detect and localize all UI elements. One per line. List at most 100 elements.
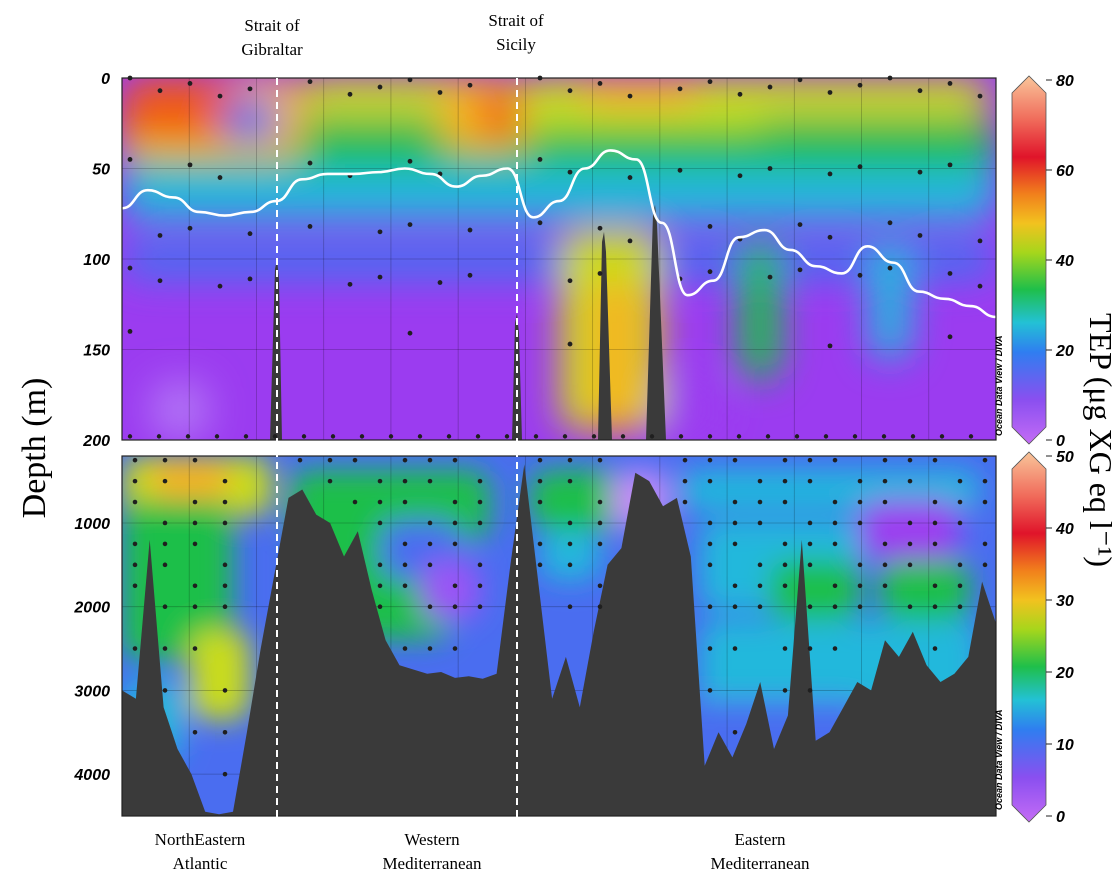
sample-dot	[192, 520, 198, 526]
sample-dot	[907, 604, 913, 609]
lower-y-tick-label: 4000	[73, 767, 110, 784]
sample-dot	[782, 562, 788, 568]
colorbar-tick-label: 0	[1056, 433, 1065, 450]
sample-dot	[427, 646, 433, 651]
sample-dot	[939, 434, 945, 439]
sample-dot	[857, 604, 863, 609]
sample-dot	[307, 224, 313, 229]
sample-dot	[732, 583, 738, 589]
sample-dot	[597, 271, 603, 276]
sample-dot	[162, 478, 168, 484]
upper-field-blob-15	[220, 100, 280, 140]
sample-dot	[807, 688, 813, 693]
sample-dot	[757, 583, 763, 589]
sample-dot	[852, 434, 858, 439]
colorbar-tick-label: 20	[1055, 665, 1074, 682]
sample-dot	[767, 84, 773, 90]
sample-dot	[597, 520, 603, 526]
lower-y-tick-label: 3000	[74, 683, 110, 700]
sample-dot	[567, 604, 573, 609]
lower-colorbar: 0 10 20 30 40 50	[1011, 449, 1074, 826]
region-label-western-line2: Mediterranean	[382, 854, 482, 873]
sample-dot	[757, 604, 763, 609]
sample-dot	[649, 434, 655, 439]
sample-dot	[504, 434, 510, 439]
sample-dot	[767, 274, 773, 280]
sample-dot	[127, 434, 133, 439]
sample-dot	[222, 688, 228, 693]
sample-dot	[907, 562, 913, 568]
sample-dot	[857, 82, 863, 88]
strait-label-sicily-line2: Sicily	[496, 35, 536, 54]
sample-dot	[782, 499, 788, 505]
sample-dot	[388, 434, 394, 439]
lower-frame	[121, 455, 997, 817]
sample-dot	[222, 562, 228, 568]
strait-label-gibraltar-line2: Gibraltar	[241, 40, 303, 59]
sample-dot	[627, 93, 633, 99]
lower-field-blob-15	[860, 500, 960, 560]
sample-dot	[827, 90, 833, 95]
sample-dot	[597, 583, 603, 589]
sample-dot	[427, 478, 433, 484]
lower-sample-points	[132, 457, 988, 777]
sample-dot	[187, 162, 193, 168]
sample-dot	[982, 541, 988, 547]
sample-dot	[597, 457, 603, 463]
sample-dot	[882, 457, 888, 463]
sample-dot	[857, 272, 863, 278]
sample-dot	[475, 434, 481, 439]
sample-dot	[192, 646, 198, 651]
upper-field-blob-7	[480, 90, 520, 140]
sample-dot	[467, 272, 473, 278]
sample-dot	[597, 81, 603, 86]
sample-dot	[377, 583, 383, 589]
sample-dot	[452, 583, 458, 589]
sample-dot	[217, 283, 223, 289]
upper-field-blob-13	[740, 240, 780, 380]
sample-dot	[162, 541, 168, 547]
sample-dot	[359, 434, 365, 439]
sample-dot	[757, 499, 763, 505]
sample-dot	[222, 583, 228, 589]
sample-dot	[477, 520, 483, 526]
sample-dot	[707, 434, 713, 439]
sample-dot	[247, 86, 253, 92]
sample-dot	[427, 541, 433, 547]
sample-dot	[857, 499, 863, 505]
sample-dot	[327, 457, 333, 463]
sample-dot	[162, 562, 168, 568]
sample-dot	[782, 583, 788, 589]
sample-dot	[907, 520, 913, 526]
upper-y-tick-label: 150	[83, 343, 110, 360]
colorbar-tick-label: 40	[1055, 253, 1074, 270]
sample-dot	[467, 82, 473, 88]
lower-field-blob-9	[530, 470, 620, 530]
colorbar-tick-label: 30	[1056, 593, 1074, 610]
upper-field-blob-10	[700, 78, 990, 118]
sample-dot	[407, 158, 413, 164]
sample-dot	[452, 457, 458, 463]
sample-dot	[446, 434, 452, 439]
sample-dot	[214, 434, 220, 439]
strait-label-gibraltar-line1: Strait of	[244, 16, 300, 35]
sample-dot	[732, 499, 738, 505]
upper-credit: Ocean Data View / DIVA	[994, 335, 1004, 436]
sample-dot	[307, 160, 313, 166]
sample-dot	[732, 520, 738, 526]
colorbar-tick-label: 40	[1055, 521, 1074, 538]
sample-dot	[782, 688, 788, 693]
sample-dot	[627, 238, 633, 244]
sample-dot	[957, 562, 963, 568]
sample-dot	[477, 499, 483, 505]
sample-dot	[732, 729, 738, 735]
sample-dot	[627, 175, 633, 180]
sample-dot	[767, 166, 773, 171]
sample-dot	[947, 271, 953, 276]
upper-field-blob-4	[122, 78, 242, 138]
sample-dot	[533, 434, 539, 439]
upper-colorbar: 0 20 40 60 80	[1011, 73, 1074, 450]
strait-label-sicily: Strait of Sicily	[488, 11, 544, 54]
upper-field-blob-17	[150, 380, 210, 440]
sample-dot	[402, 646, 408, 651]
